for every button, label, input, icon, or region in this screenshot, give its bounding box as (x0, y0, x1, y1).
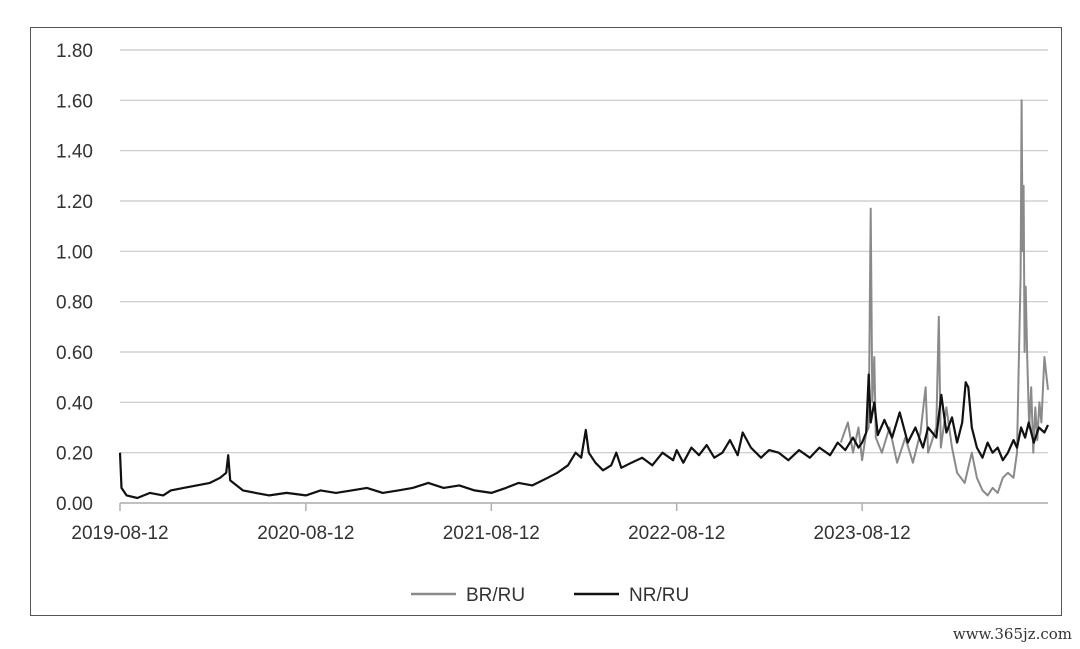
y-tick-label: 0.00 (56, 494, 93, 515)
x-tick-labels: 2019-08-12 2020-08-12 2021-08-12 2022-08-12… (71, 503, 911, 544)
series-lines (118, 99, 1049, 500)
legend-label: BR/RU (466, 585, 525, 606)
y-tick-label: 0.60 (56, 343, 93, 364)
x-tick-label: 2021-08-12 (443, 523, 540, 544)
y-tick-label: 1.00 (56, 242, 93, 263)
y-tick-label: 1.60 (56, 91, 93, 112)
y-tick-label: 1.40 (56, 142, 93, 163)
y-tick-label: 1.20 (56, 192, 93, 213)
y-tick-label: 0.20 (56, 444, 93, 465)
series-line-nr-ru (118, 373, 1049, 500)
x-tick-label: 2019-08-12 (71, 523, 168, 544)
y-tick-label: 0.40 (56, 393, 93, 414)
chart-frame: 0.00 0.20 0.40 0.60 0.80 1.00 1.20 1.40 1.60 1.80… (30, 27, 1062, 616)
y-tick-labels: 0.00 0.20 0.40 0.60 0.80 1.00 1.20 1.40 1.60 1.80 (56, 41, 93, 515)
x-tick-label: 2022-08-12 (628, 523, 725, 544)
watermark-text: www.365jz.com (952, 625, 1072, 643)
gridlines (120, 49, 1048, 504)
y-tick-label: 0.80 (56, 293, 93, 314)
series-line-br-ru (839, 99, 1049, 497)
x-tick-label: 2020-08-12 (257, 523, 354, 544)
legend-label: NR/RU (629, 585, 689, 606)
y-tick-label: 1.80 (56, 41, 93, 62)
line-chart: 0.00 0.20 0.40 0.60 0.80 1.00 1.20 1.40 1.60 1.80… (56, 41, 1049, 606)
x-tick-label: 2023-08-12 (813, 523, 910, 544)
legend: BR/RU NR/RU (411, 585, 689, 606)
